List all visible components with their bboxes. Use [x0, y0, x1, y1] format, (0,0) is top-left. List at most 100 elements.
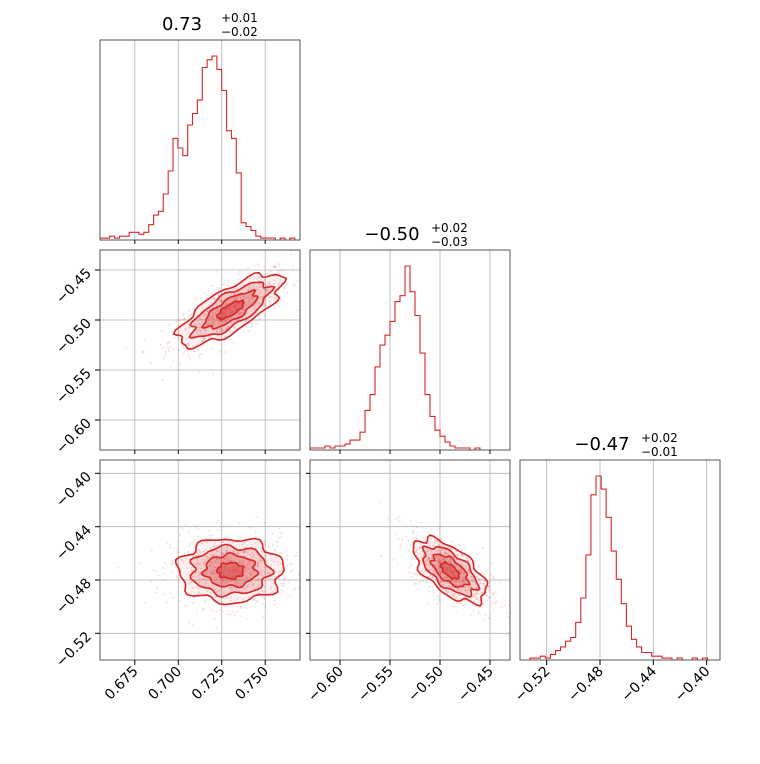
pair-2-0-point — [263, 566, 266, 568]
pair-2-1-point — [451, 580, 454, 583]
pair-2-0-point — [220, 572, 223, 574]
pair-2-1-point — [439, 580, 442, 583]
pair-2-0-point — [208, 536, 211, 539]
pair-2-1-point — [476, 597, 478, 600]
pair-2-0-point — [232, 541, 235, 544]
pair-1-0-point — [226, 325, 229, 327]
pair-2-0-point — [222, 592, 225, 594]
pair-1-0-point — [213, 317, 216, 320]
pair-1-0-point — [211, 318, 214, 320]
pair-2-0-point — [201, 578, 204, 580]
pair-2-1-point — [446, 560, 449, 563]
pair-1-0-point — [263, 299, 266, 302]
pair-1-0-point — [179, 363, 182, 365]
pair-2-1-point — [438, 565, 440, 568]
pair-1-0-point — [242, 281, 245, 284]
pair-2-0-point — [234, 572, 237, 574]
pair-2-0-point — [241, 582, 244, 584]
pair-2-0-point — [151, 549, 153, 552]
pair-2-0-point — [192, 550, 194, 552]
pair-2-0-point — [195, 554, 198, 557]
pair-2-1-point — [430, 554, 433, 557]
pair-1-0-point — [188, 327, 190, 329]
pair-1-0-point — [198, 323, 201, 326]
pair-1-0-point — [168, 341, 171, 344]
pair-2-0-point — [245, 575, 248, 578]
param-1-title: −0.50 — [364, 224, 419, 245]
pair-1-0-point — [210, 316, 213, 319]
pair-2-0-point — [290, 563, 293, 565]
pair-2-1-point — [476, 590, 479, 593]
pair-1-0-point — [278, 281, 281, 284]
pair-2-0-point — [204, 549, 207, 551]
pair-2-0-point — [181, 559, 184, 561]
pair-2-0-point — [266, 578, 269, 581]
pair-2-0-point — [181, 586, 184, 588]
pair-2-1-point — [444, 575, 447, 578]
pair-1-0-point — [226, 284, 229, 287]
pair-2-0-point — [199, 551, 202, 554]
pair-2-1-point — [444, 551, 446, 554]
pair-1-0-point — [245, 312, 248, 315]
pair-2-1-point — [483, 583, 485, 585]
pair-2-1-point — [443, 559, 446, 561]
hist-1-border — [309, 249, 511, 451]
pair-2-0-point — [173, 560, 175, 563]
pair-1-0-point — [172, 359, 175, 361]
pair-2-0-point — [225, 568, 228, 571]
pair-2-1-point — [453, 594, 456, 597]
pair-2-1-point — [398, 515, 401, 518]
pair-1-0-point — [198, 317, 201, 319]
pair-2-0-point — [263, 585, 266, 588]
pair-2-1-point — [450, 571, 453, 574]
pair-1-0-point — [178, 337, 180, 340]
pair-1-0-point — [199, 329, 202, 332]
pair-2-1-point — [483, 579, 486, 582]
pair-2-0-point — [232, 550, 235, 553]
pair-2-1-point — [453, 592, 456, 595]
pair-2-0-point — [219, 569, 222, 572]
pair-2-1-point — [471, 579, 474, 582]
pair-1-0-point — [194, 350, 197, 353]
pair-2-1-point — [459, 574, 462, 577]
pair-2-0-point — [287, 581, 290, 584]
pair-2-0-point — [213, 545, 216, 548]
pair-2-1-point — [460, 571, 463, 574]
pair-2-0-point — [283, 584, 286, 587]
pair-2-0-point — [204, 583, 207, 585]
pair-2-0-point — [240, 576, 243, 579]
pair-2-1-point — [396, 564, 399, 566]
pair-2-1-point — [488, 585, 491, 587]
pair-2-0-point — [204, 541, 206, 543]
pair-2-0-point — [255, 579, 257, 582]
pair-2-0-point — [233, 604, 236, 606]
pair-2-0-point — [233, 570, 235, 573]
pair-2-1-point — [446, 590, 449, 593]
pair-2-0-point — [308, 590, 310, 592]
pair-2-1-point — [434, 572, 437, 575]
pair-2-0-point — [200, 542, 203, 545]
pair-2-0-point — [190, 580, 192, 583]
pair-2-1-point — [500, 606, 503, 608]
pair-1-0-point — [281, 287, 284, 290]
pair-1-0-point — [197, 349, 200, 351]
pair-2-0-point — [216, 591, 218, 594]
pair-1-0-point — [222, 283, 225, 286]
pair-2-1-point — [455, 565, 457, 568]
pair-1-0-point — [214, 298, 216, 301]
pair-1-0-point — [264, 292, 267, 294]
pair-1-0-point — [241, 312, 244, 314]
pair-2-1-point — [444, 549, 447, 551]
pair-2-1-point — [455, 579, 458, 582]
pair-2-1-point — [475, 605, 477, 608]
pair-2-0-point — [222, 580, 225, 583]
pair-1-0-point — [207, 294, 209, 296]
pair-2-0-point — [181, 528, 184, 531]
pair-1-0-point — [199, 323, 202, 325]
pair-1-0-point — [256, 299, 259, 302]
hist-2-border — [519, 459, 721, 661]
pair-2-0-point — [273, 582, 275, 585]
pair-1-0-point — [234, 306, 237, 308]
pair-2-1-point — [427, 549, 429, 552]
pair-2-0-point — [226, 556, 229, 558]
